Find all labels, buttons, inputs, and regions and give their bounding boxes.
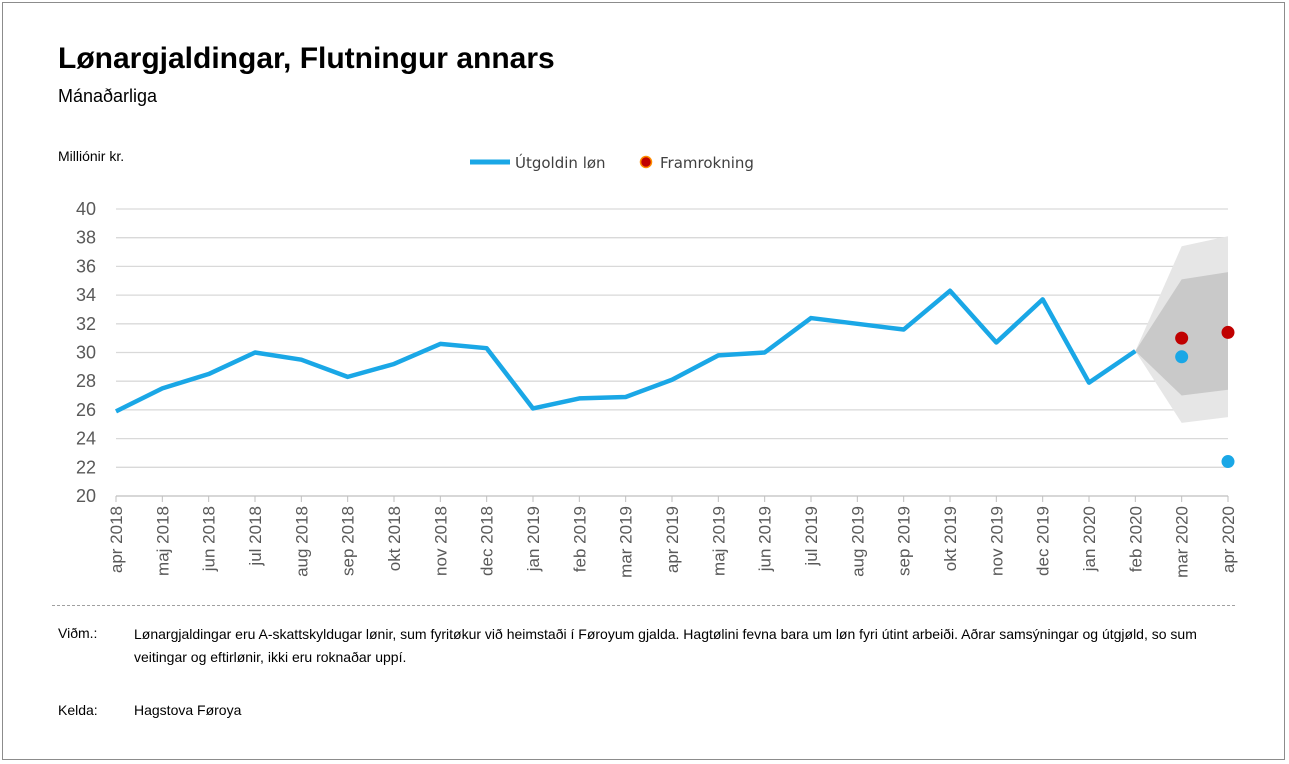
- x-tick-label: jul 2018: [246, 506, 265, 567]
- x-tick-label: nov 2019: [987, 506, 1006, 576]
- legend-label-utgoldin-lon: Útgoldin løn: [515, 153, 606, 172]
- x-tick-label: jun 2019: [756, 506, 775, 572]
- y-tick-label: 22: [76, 457, 96, 477]
- y-tick-label: 28: [76, 371, 96, 391]
- line-chart: 20 22 24 26 28 30 32 34 36 38 40 apr 2018 maj 2018 ju…: [76, 153, 1238, 578]
- footer-separator: [52, 605, 1235, 606]
- chart-title: Lønargjaldingar, Flutningur annars: [58, 42, 555, 75]
- x-tick-label: jan 2020: [1080, 506, 1099, 572]
- x-tick-label: mar 2019: [617, 506, 636, 578]
- chart-subtitle: Mánaðarliga: [58, 86, 158, 106]
- axes: 20 22 24 26 28 30 32 34 36 38 40 apr 2018 maj 2018 ju…: [76, 199, 1238, 578]
- x-tick-label: maj 2019: [709, 506, 728, 576]
- gridlines: [116, 208, 1228, 468]
- series-line-utgoldin-lon: [115, 288, 1137, 414]
- y-tick-label: 40: [76, 199, 96, 219]
- forecast-band: [1135, 236, 1228, 423]
- y-tick-label: 38: [76, 228, 96, 248]
- x-tick-label: jan 2019: [524, 506, 543, 572]
- data-point-framrokning: [1221, 325, 1235, 339]
- data-point-utgoldin-lon: [1175, 350, 1189, 364]
- y-tick-label: 26: [76, 400, 96, 420]
- x-tick-label: aug 2018: [292, 506, 311, 577]
- y-tick-label: 24: [76, 429, 96, 449]
- x-tick-label: okt 2019: [941, 506, 960, 571]
- source-text: Hagstova Føroya: [134, 702, 242, 718]
- x-tick-label: maj 2018: [153, 506, 172, 576]
- x-tick-label: apr 2020: [1219, 506, 1238, 573]
- x-tick-label: apr 2019: [663, 506, 682, 573]
- x-tick-label: okt 2018: [385, 506, 404, 571]
- y-tick-label: 36: [76, 256, 96, 276]
- note-label: Viðm.:: [58, 625, 98, 641]
- source-label: Kelda:: [58, 702, 98, 718]
- data-point-framrokning: [1175, 331, 1189, 345]
- x-tick-label: jul 2019: [802, 506, 821, 567]
- legend: Útgoldin løn Framrokning: [470, 153, 754, 172]
- note-text: Lønargjaldingar eru A-skattskyldugar løn…: [134, 626, 1197, 665]
- y-tick-label: 20: [76, 486, 96, 506]
- x-tick-label: aug 2019: [848, 506, 867, 577]
- y-tick-label: 30: [76, 343, 96, 363]
- legend-label-framrokning: Framrokning: [660, 154, 754, 172]
- x-tick-label: feb 2019: [570, 506, 589, 572]
- x-tick-label: feb 2020: [1126, 506, 1145, 572]
- x-tick-label: sep 2018: [339, 506, 358, 576]
- series-layer: [115, 288, 1235, 469]
- x-tick-label: nov 2018: [431, 506, 450, 576]
- x-tick-label: jun 2018: [200, 506, 219, 572]
- x-tick-label: sep 2019: [895, 506, 914, 576]
- data-point-utgoldin-lon: [1221, 455, 1235, 469]
- x-tick-label: dec 2019: [1034, 506, 1053, 576]
- y-tick-label: 32: [76, 314, 96, 334]
- y-axis-unit-label: Milliónir kr.: [58, 148, 125, 164]
- x-tick-label: dec 2018: [478, 506, 497, 576]
- y-tick-label: 34: [76, 285, 96, 305]
- x-tick-label: apr 2018: [107, 506, 126, 573]
- x-tick-label: mar 2020: [1173, 506, 1192, 578]
- legend-dot-swatch: [639, 155, 653, 169]
